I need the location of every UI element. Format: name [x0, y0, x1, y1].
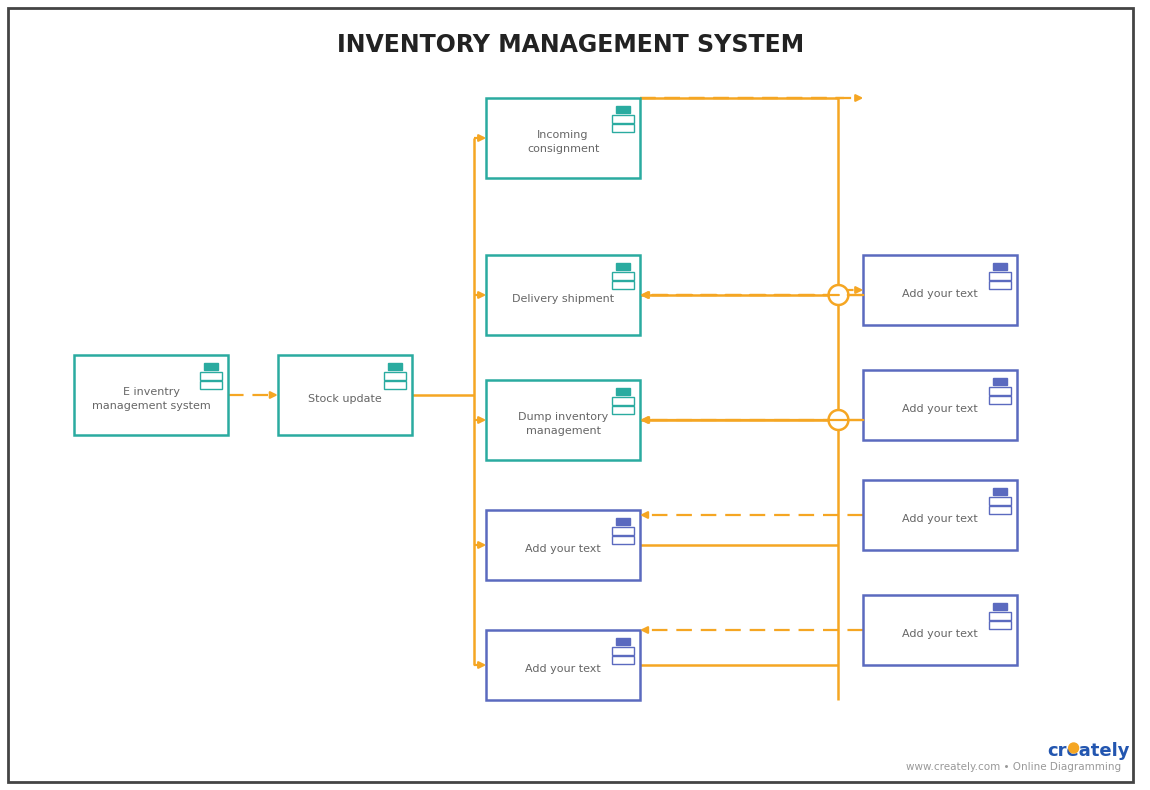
Text: Add your text: Add your text [526, 544, 601, 554]
Text: Delivery shipment: Delivery shipment [512, 294, 614, 304]
Bar [612, 124, 634, 132]
Bar [612, 656, 634, 664]
Bar [616, 388, 630, 395]
Bar [612, 281, 634, 289]
Bar [612, 272, 634, 280]
Text: Add your text: Add your text [903, 629, 978, 639]
Text: Stock update: Stock update [308, 394, 382, 404]
Bar [200, 372, 222, 380]
Bar [486, 255, 641, 335]
Bar [486, 510, 641, 580]
Bar [612, 397, 634, 405]
Circle shape [1068, 743, 1079, 753]
Bar [200, 381, 222, 389]
Bar [989, 497, 1011, 505]
Bar [486, 380, 641, 460]
Text: Dump inventory
management: Dump inventory management [518, 412, 608, 435]
Text: Add your text: Add your text [903, 404, 978, 414]
Bar [994, 263, 1007, 270]
Bar [278, 355, 412, 435]
Bar [388, 363, 401, 370]
Text: Incoming
consignment: Incoming consignment [527, 130, 599, 153]
Bar [994, 488, 1007, 495]
Bar [989, 387, 1011, 395]
Bar [864, 595, 1017, 665]
Bar [989, 612, 1011, 620]
Text: INVENTORY MANAGEMENT SYSTEM: INVENTORY MANAGEMENT SYSTEM [337, 33, 804, 57]
Bar [989, 272, 1011, 280]
Circle shape [828, 410, 849, 430]
Bar [486, 630, 641, 700]
Bar [616, 518, 630, 525]
Circle shape [828, 285, 849, 305]
Bar [864, 255, 1017, 325]
Bar [612, 527, 634, 535]
Bar [384, 381, 406, 389]
Text: www.creately.com • Online Diagramming: www.creately.com • Online Diagramming [906, 762, 1121, 772]
Bar [75, 355, 228, 435]
Text: Add your text: Add your text [526, 664, 601, 674]
Bar [384, 372, 406, 380]
Bar [989, 621, 1011, 629]
Bar [612, 406, 634, 414]
Text: Add your text: Add your text [903, 289, 978, 299]
Bar [612, 115, 634, 123]
Bar [486, 98, 641, 178]
Bar [612, 647, 634, 655]
Bar [864, 480, 1017, 550]
Bar [989, 281, 1011, 289]
Bar [616, 263, 630, 270]
Text: creately: creately [1046, 742, 1129, 760]
Bar [989, 396, 1011, 404]
Bar [994, 378, 1007, 385]
Bar [205, 363, 218, 370]
Bar [616, 638, 630, 645]
Text: Add your text: Add your text [903, 514, 978, 524]
Text: E inventry
management system: E inventry management system [92, 387, 210, 411]
Bar [989, 506, 1011, 514]
Bar [994, 603, 1007, 610]
Bar [612, 536, 634, 544]
Bar [864, 370, 1017, 440]
Bar [616, 106, 630, 113]
